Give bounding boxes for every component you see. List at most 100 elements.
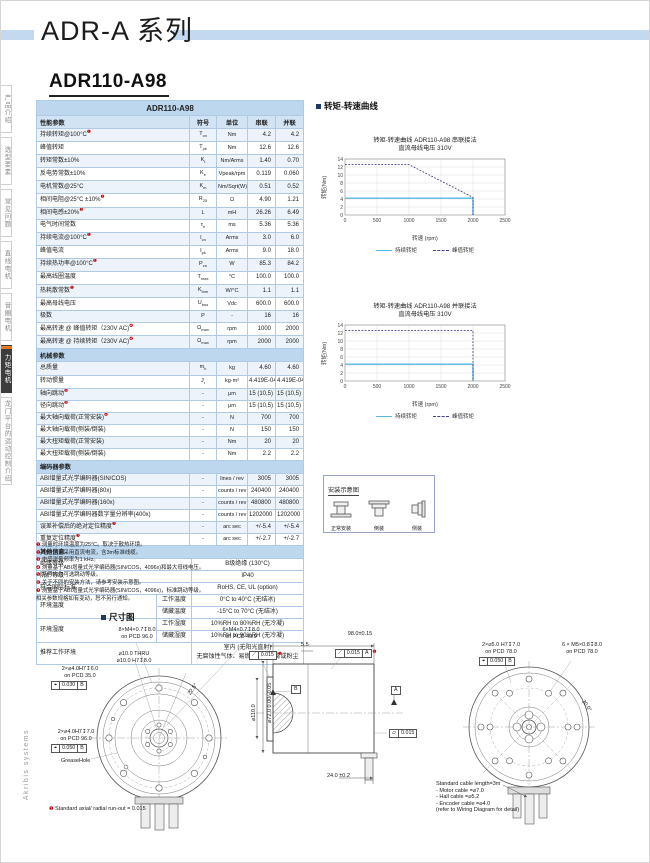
gdt-cell: 0.015 [343, 649, 363, 658]
value-serial: 16 [247, 310, 276, 324]
chart-plot: 0 2 4 6 8 10 12 14 0 500 1000 1500 2000 2500 [337, 323, 510, 390]
param-symbol: Kthm [189, 284, 217, 299]
note-mark: ❻ [104, 412, 109, 417]
param-name: 峰值转矩 [36, 141, 190, 156]
value-parallel: 2.2 [274, 447, 305, 461]
param-unit: kg·m² [216, 374, 248, 389]
page-edge-tab[interactable]: 选型要素 [1, 137, 12, 185]
value-serial: 85.3 [247, 257, 276, 272]
column-header: 串联 [247, 115, 276, 129]
svg-text:1500: 1500 [435, 218, 446, 224]
chart-plot: 0 2 4 6 8 10 12 14 0 500 1000 1500 2000 2500 [337, 157, 510, 224]
legend-item: 持续转矩 [375, 412, 417, 420]
dimension-drawing [89, 642, 595, 831]
svg-text:0: 0 [344, 384, 347, 390]
table-row: 持续热功率@100°C❶ Pcn W 85.3 84.2 [36, 257, 305, 272]
param-symbol: - [189, 411, 217, 425]
param-unit: rpm [216, 322, 248, 337]
param-name: 最高转速 @ 峰值转矩（230V AC)❹ [36, 322, 190, 337]
gdt-cell: B [291, 685, 301, 694]
dim-annotation: 5.5 [301, 642, 309, 648]
value-serial: 600.0 [247, 297, 276, 312]
param-name: 持续转矩@100°C❶ [36, 127, 190, 143]
spec-table-wrap: ADR110-A98 性能参数 符号 单位 串联 并联 持续转矩@100°C❶ Tcn Nm 4.… [35, 100, 305, 665]
param-name: 径向跳动❺ [36, 399, 190, 413]
note-mark: ❺ [64, 388, 69, 393]
value-serial: 100.0 [247, 270, 276, 286]
svg-text:500: 500 [373, 218, 382, 224]
section-header: 编码器参数 [35, 459, 305, 474]
gdt-cell: 0.030 [58, 681, 79, 690]
table-row: 最大扭矩载荷(正常安装) - Nm 20 20 [36, 435, 305, 449]
param-name: 最大扭矩载荷(正常安装) [36, 435, 190, 449]
gdt-cell: B [505, 657, 515, 666]
page-edge-tab[interactable]: 力矩电机 [1, 345, 12, 393]
value-parallel: 700 [274, 411, 305, 425]
table-row: 反电势常数±10% Ke Vpeak/rpm 0.119 0.060 [36, 167, 305, 182]
param-unit: Vdc [216, 297, 248, 312]
param-symbol: - [189, 447, 217, 461]
param-symbol: P [189, 310, 217, 324]
table-row: 轴向跳动❺ - μm 15 (10,5) 15 (10,5) [36, 387, 305, 401]
legend-item: 持续转矩 [375, 246, 417, 254]
table-row: 径向跳动❺ - μm 15 (10,5) 15 (10,5) [36, 399, 305, 413]
param-symbol: Tmax [189, 270, 217, 286]
svg-text:1500: 1500 [435, 384, 446, 390]
table-row: 电机常数@25°C Km Nm/Sqrt(W) 0.51 0.52 [36, 180, 305, 195]
chart-ylabel: 转矩(Nm) [322, 341, 328, 365]
dim-annotation: ⌀10.0 THRU ⌀10.0 H7↧8.0 [116, 651, 152, 664]
value-parallel: 0.70 [274, 154, 305, 169]
column-header: 性能参数 [36, 115, 190, 129]
legend-item: 峰值转矩 [433, 412, 474, 420]
gdt-frame: B [291, 685, 301, 694]
param-name: 电机常数@25°C [36, 180, 190, 195]
value-parallel: 6.0 [274, 231, 305, 246]
value-parallel: 3005 [274, 472, 305, 486]
table-header-row: 性能参数 符号 单位 串联 并联 [36, 115, 305, 129]
value-parallel: +/-2.7 [274, 532, 305, 546]
param-unit: kg [216, 361, 248, 376]
banner-bar-right [173, 30, 649, 40]
page-edge-tab[interactable]: 产品介绍 [1, 85, 12, 133]
info-sublabel: 储藏温度 [156, 605, 192, 619]
install-side-figure: 侧装 [404, 499, 430, 532]
param-name: 总质量 [36, 361, 190, 376]
svg-text:0: 0 [344, 218, 347, 224]
svg-text:1000: 1000 [403, 384, 414, 390]
install-inverted-figure: 倒装 [366, 499, 392, 532]
value-serial: 4.419E-04 [247, 374, 276, 389]
footnote-line: ❺ 括号内为可选跳动等级。 [36, 572, 102, 579]
table-row: 热耗散常数❶ Kthm W/°C 1.1 1.1 [36, 284, 305, 299]
param-name: 相间电阻@25°C ±10%❷ [36, 193, 190, 208]
install-label-normal: 正常安装 [330, 526, 351, 532]
table-row: 最高线圈温度 Tmax °C 100.0 100.0 [36, 270, 305, 286]
param-symbol: - [189, 520, 217, 534]
page-edge-tab-label: 力矩电机 [3, 354, 10, 384]
info-value: IP40 [190, 569, 305, 583]
info-value: 0°C to 40°C (无结冰) [190, 593, 305, 607]
value-serial: 4.60 [247, 361, 276, 376]
chart-title: 转矩-转速曲线 ADR110-A98 串联接法 [373, 137, 477, 144]
param-unit: Vpeak/rpm [216, 167, 248, 182]
svg-text:12: 12 [337, 331, 343, 337]
page-edge-tab[interactable]: 龙门平台的运动控制介绍 [1, 397, 12, 485]
dim-annotation: 98.0±0.15 [347, 631, 373, 637]
param-symbol: L [189, 206, 217, 220]
note-mark: ❶ [372, 649, 377, 654]
table-row: 持续转矩@100°C❶ Tcn Nm 4.2 4.2 [36, 127, 305, 143]
value-parallel: 2000 [274, 335, 305, 350]
page-edge-tab[interactable]: 直线电机 [1, 241, 12, 289]
chart-subtitle: 直流母线电压 310V [398, 311, 452, 318]
note-mark: ❶ [86, 128, 91, 134]
page-edge-tab[interactable]: 音圈电机 [1, 293, 12, 341]
dim-annotation: 2×⌀4.0H7↧6.0 on PCD 35.0 [61, 666, 99, 679]
value-parallel: 5.36 [274, 218, 305, 233]
page-edge-tab[interactable]: 常见问题 [1, 189, 12, 237]
column-header: 单位 [216, 115, 248, 129]
param-name: ABI增量式光学编码器数字量分辨率(400x) [36, 508, 190, 522]
param-symbol: - [189, 399, 217, 413]
info-label: 环境湿度 [36, 617, 157, 643]
table-row: 最大轴向载荷(侧装/倒装) - N 150 150 [36, 423, 305, 437]
value-parallel: 16 [274, 310, 305, 324]
gdt-cell: A [391, 686, 401, 695]
